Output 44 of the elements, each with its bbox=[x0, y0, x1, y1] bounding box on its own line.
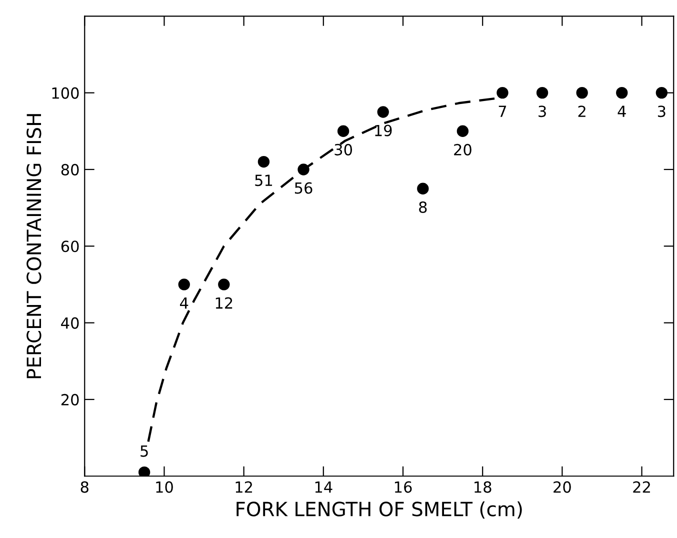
annotation: 2 bbox=[578, 106, 586, 117]
point bbox=[377, 106, 389, 118]
point bbox=[496, 86, 508, 99]
annotation: 56 bbox=[294, 182, 312, 194]
point bbox=[656, 86, 668, 99]
annotation: 20 bbox=[454, 144, 472, 156]
x-tick-label: 14 bbox=[315, 481, 332, 493]
annotation: 19 bbox=[375, 124, 392, 136]
annotation: 51 bbox=[255, 174, 272, 186]
point bbox=[576, 86, 588, 99]
point bbox=[258, 156, 270, 168]
point bbox=[178, 278, 190, 290]
point bbox=[138, 466, 150, 476]
x-tick-label: 8 bbox=[80, 481, 88, 493]
y-tick-label: 40 bbox=[61, 317, 79, 329]
x-tick-label: 22 bbox=[633, 481, 650, 493]
line-series bbox=[147, 97, 496, 443]
annotation: 3 bbox=[658, 106, 666, 118]
annotation: 7 bbox=[498, 106, 506, 117]
annotation: 12 bbox=[216, 297, 232, 309]
x-tick-label: 16 bbox=[394, 481, 412, 493]
annotation: 5 bbox=[140, 445, 148, 457]
x-tick-label: 20 bbox=[554, 481, 571, 493]
y-tick-label: 20 bbox=[61, 394, 79, 406]
y-axis-title: PERCENT CONTAINING FISH bbox=[26, 114, 42, 378]
x-axis-title: FORK LENGTH OF SMELT (cm) bbox=[236, 501, 522, 519]
point bbox=[456, 125, 469, 137]
y-tick-label: 60 bbox=[61, 240, 79, 252]
x-tick-label: 12 bbox=[236, 481, 252, 493]
point bbox=[337, 125, 350, 137]
annotation: 4 bbox=[180, 297, 188, 309]
point bbox=[417, 182, 429, 194]
point bbox=[218, 278, 230, 290]
x-tick-label: 10 bbox=[156, 481, 173, 493]
point bbox=[298, 164, 310, 176]
annotation: 3 bbox=[538, 106, 546, 118]
annotation: 8 bbox=[419, 201, 427, 213]
x-tick-label: 18 bbox=[474, 481, 492, 493]
y-tick-label: 100 bbox=[52, 87, 79, 99]
annotation: 30 bbox=[334, 144, 352, 156]
point bbox=[536, 86, 548, 99]
y-tick-label: 80 bbox=[61, 164, 79, 176]
point bbox=[616, 86, 628, 99]
annotation: 4 bbox=[618, 106, 626, 117]
